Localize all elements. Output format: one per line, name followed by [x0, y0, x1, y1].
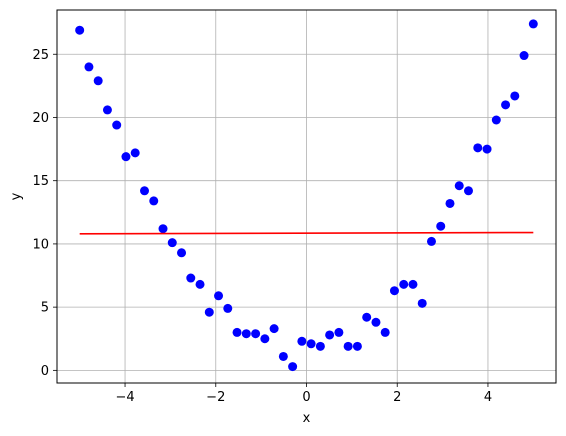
y-tick-label: 25 [32, 48, 49, 63]
fit-line [79, 231, 534, 235]
scatter-point [241, 329, 251, 339]
scatter-point [102, 105, 112, 115]
scatter-point [288, 362, 298, 372]
scatter-point [408, 279, 418, 289]
scatter-point [140, 186, 150, 196]
scatter-point [204, 307, 214, 317]
scatter-point [195, 279, 205, 289]
y-tick-label: 0 [41, 364, 49, 379]
scatter-point [362, 312, 372, 322]
scatter-point [325, 330, 335, 340]
scatter-point [352, 341, 362, 351]
scatter-point [399, 279, 409, 289]
scatter-point [454, 181, 464, 191]
scatter-point [371, 317, 381, 327]
scatter-point [223, 303, 233, 313]
scatter-point [112, 120, 122, 130]
scatter-point [343, 341, 353, 351]
x-tick-label: −2 [206, 390, 225, 405]
scatter-point [482, 144, 492, 154]
scatter-point [84, 62, 94, 72]
grid [57, 10, 556, 383]
scatter-point [445, 198, 455, 208]
scatter-point [93, 76, 103, 86]
scatter-point [306, 339, 316, 349]
scatter-point [214, 291, 224, 301]
scatter-point [186, 273, 196, 283]
plot-marks [75, 19, 538, 372]
y-axis-label: y [9, 192, 24, 200]
scatter-point [75, 25, 85, 35]
scatter-point [315, 341, 325, 351]
scatter-point [177, 248, 187, 258]
x-tick-label: 4 [484, 390, 492, 405]
scatter-point [389, 286, 399, 296]
x-tick-label: 0 [302, 390, 310, 405]
scatter-point [232, 327, 242, 337]
scatter-point [269, 324, 279, 334]
scatter-point [426, 236, 436, 246]
y-tick-label: 15 [32, 174, 49, 189]
scatter-point [463, 186, 473, 196]
scatter-point [417, 298, 427, 308]
scatter-point [121, 152, 131, 162]
scatter-point [158, 224, 168, 234]
scatter-point [380, 327, 390, 337]
scatter-point [491, 115, 501, 125]
y-tick-label: 10 [32, 237, 49, 252]
scatter-point [528, 19, 538, 29]
scatter-point [510, 91, 520, 101]
scatter-point [334, 327, 344, 337]
x-tick-label: −4 [115, 390, 134, 405]
scatter-point [149, 196, 159, 206]
scatter-point [278, 351, 288, 361]
y-tick-label: 20 [32, 111, 49, 126]
scatter-point [297, 336, 307, 346]
scatter-point [130, 148, 140, 158]
x-axis-label: x [303, 411, 311, 426]
scatter-point [519, 51, 529, 61]
scatter-point [251, 329, 261, 339]
scatter-point [473, 143, 483, 153]
scatter-point [501, 100, 511, 110]
x-tick-label: 2 [393, 390, 401, 405]
scatter-point [167, 238, 177, 248]
scatter-point [436, 221, 446, 231]
x-axis-ticks: −4 −2 0 2 4 [115, 383, 492, 405]
y-axis-ticks: 0 5 10 15 20 25 [32, 48, 57, 379]
scatter-point [260, 334, 270, 344]
y-tick-label: 5 [41, 301, 49, 316]
